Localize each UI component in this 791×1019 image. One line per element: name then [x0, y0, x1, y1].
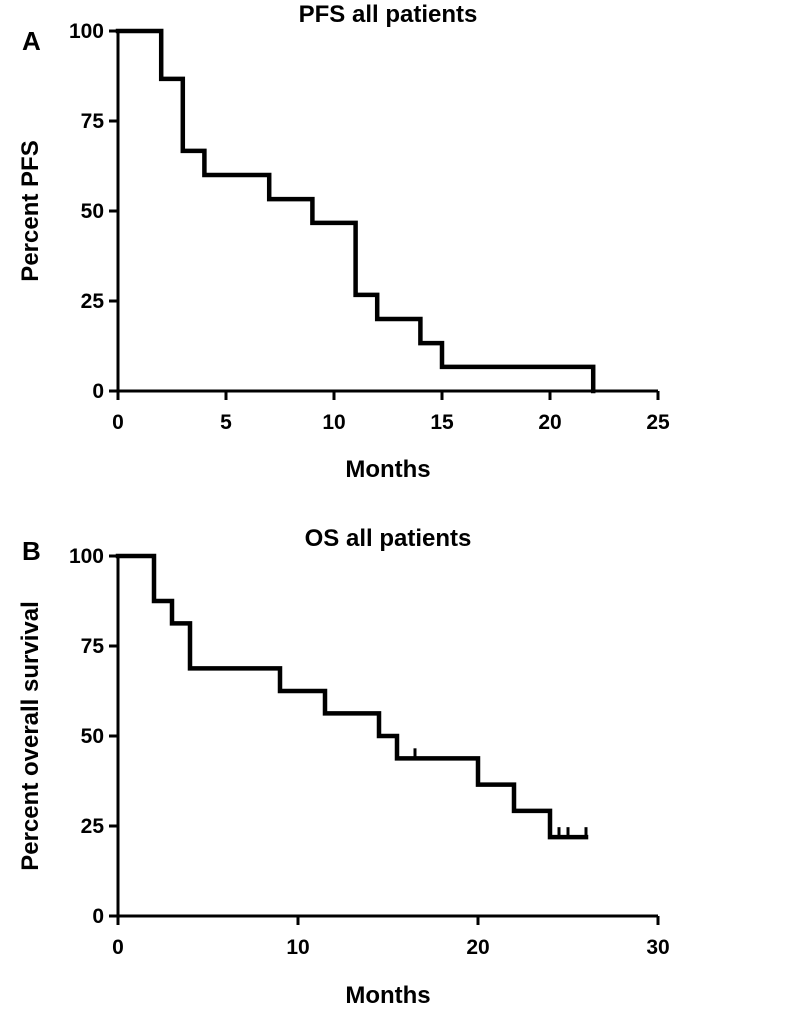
x-axis-title: Months	[345, 982, 430, 1009]
x-tick-label: 20	[538, 411, 561, 434]
x-tick-label: 0	[112, 936, 124, 959]
x-tick-label: 30	[646, 936, 669, 959]
panel-a-pfs: PFS all patients A 0 25 50 75 100 0 5 10 15 20 25 Mon…	[17, 1, 670, 483]
y-tick-label: 0	[92, 905, 104, 928]
x-tick-label: 20	[466, 936, 489, 959]
y-tick-label: 25	[81, 815, 105, 838]
y-tick-label: 0	[92, 380, 104, 403]
y-tick-label: 50	[81, 200, 104, 223]
km-step-curve	[115, 553, 589, 840]
x-tick-label: 15	[430, 411, 454, 434]
y-tick-label: 100	[69, 545, 104, 568]
panel-label: B	[22, 536, 41, 566]
y-axis-title: Percent PFS	[17, 140, 44, 281]
chart-title: OS all patients	[305, 525, 472, 552]
panel-b-os: OS all patients B 0 25 50 75 100 0 10 20 30 Months P…	[17, 525, 670, 1009]
y-tick-label: 50	[81, 725, 104, 748]
x-tick-label: 5	[220, 411, 232, 434]
x-axis-title: Months	[345, 456, 430, 483]
panel-label: A	[22, 26, 41, 56]
chart-title: PFS all patients	[299, 1, 478, 28]
y-tick-label: 25	[81, 290, 105, 313]
y-tick-label: 75	[81, 635, 105, 658]
y-tick-label: 100	[69, 20, 104, 43]
x-tick-label: 10	[322, 411, 345, 434]
km-step-curve	[115, 28, 596, 394]
y-tick-label: 75	[81, 110, 105, 133]
x-tick-label: 0	[112, 411, 124, 434]
y-axis-title: Percent overall survival	[17, 601, 44, 870]
x-tick-label: 10	[286, 936, 309, 959]
x-tick-label: 25	[646, 411, 670, 434]
